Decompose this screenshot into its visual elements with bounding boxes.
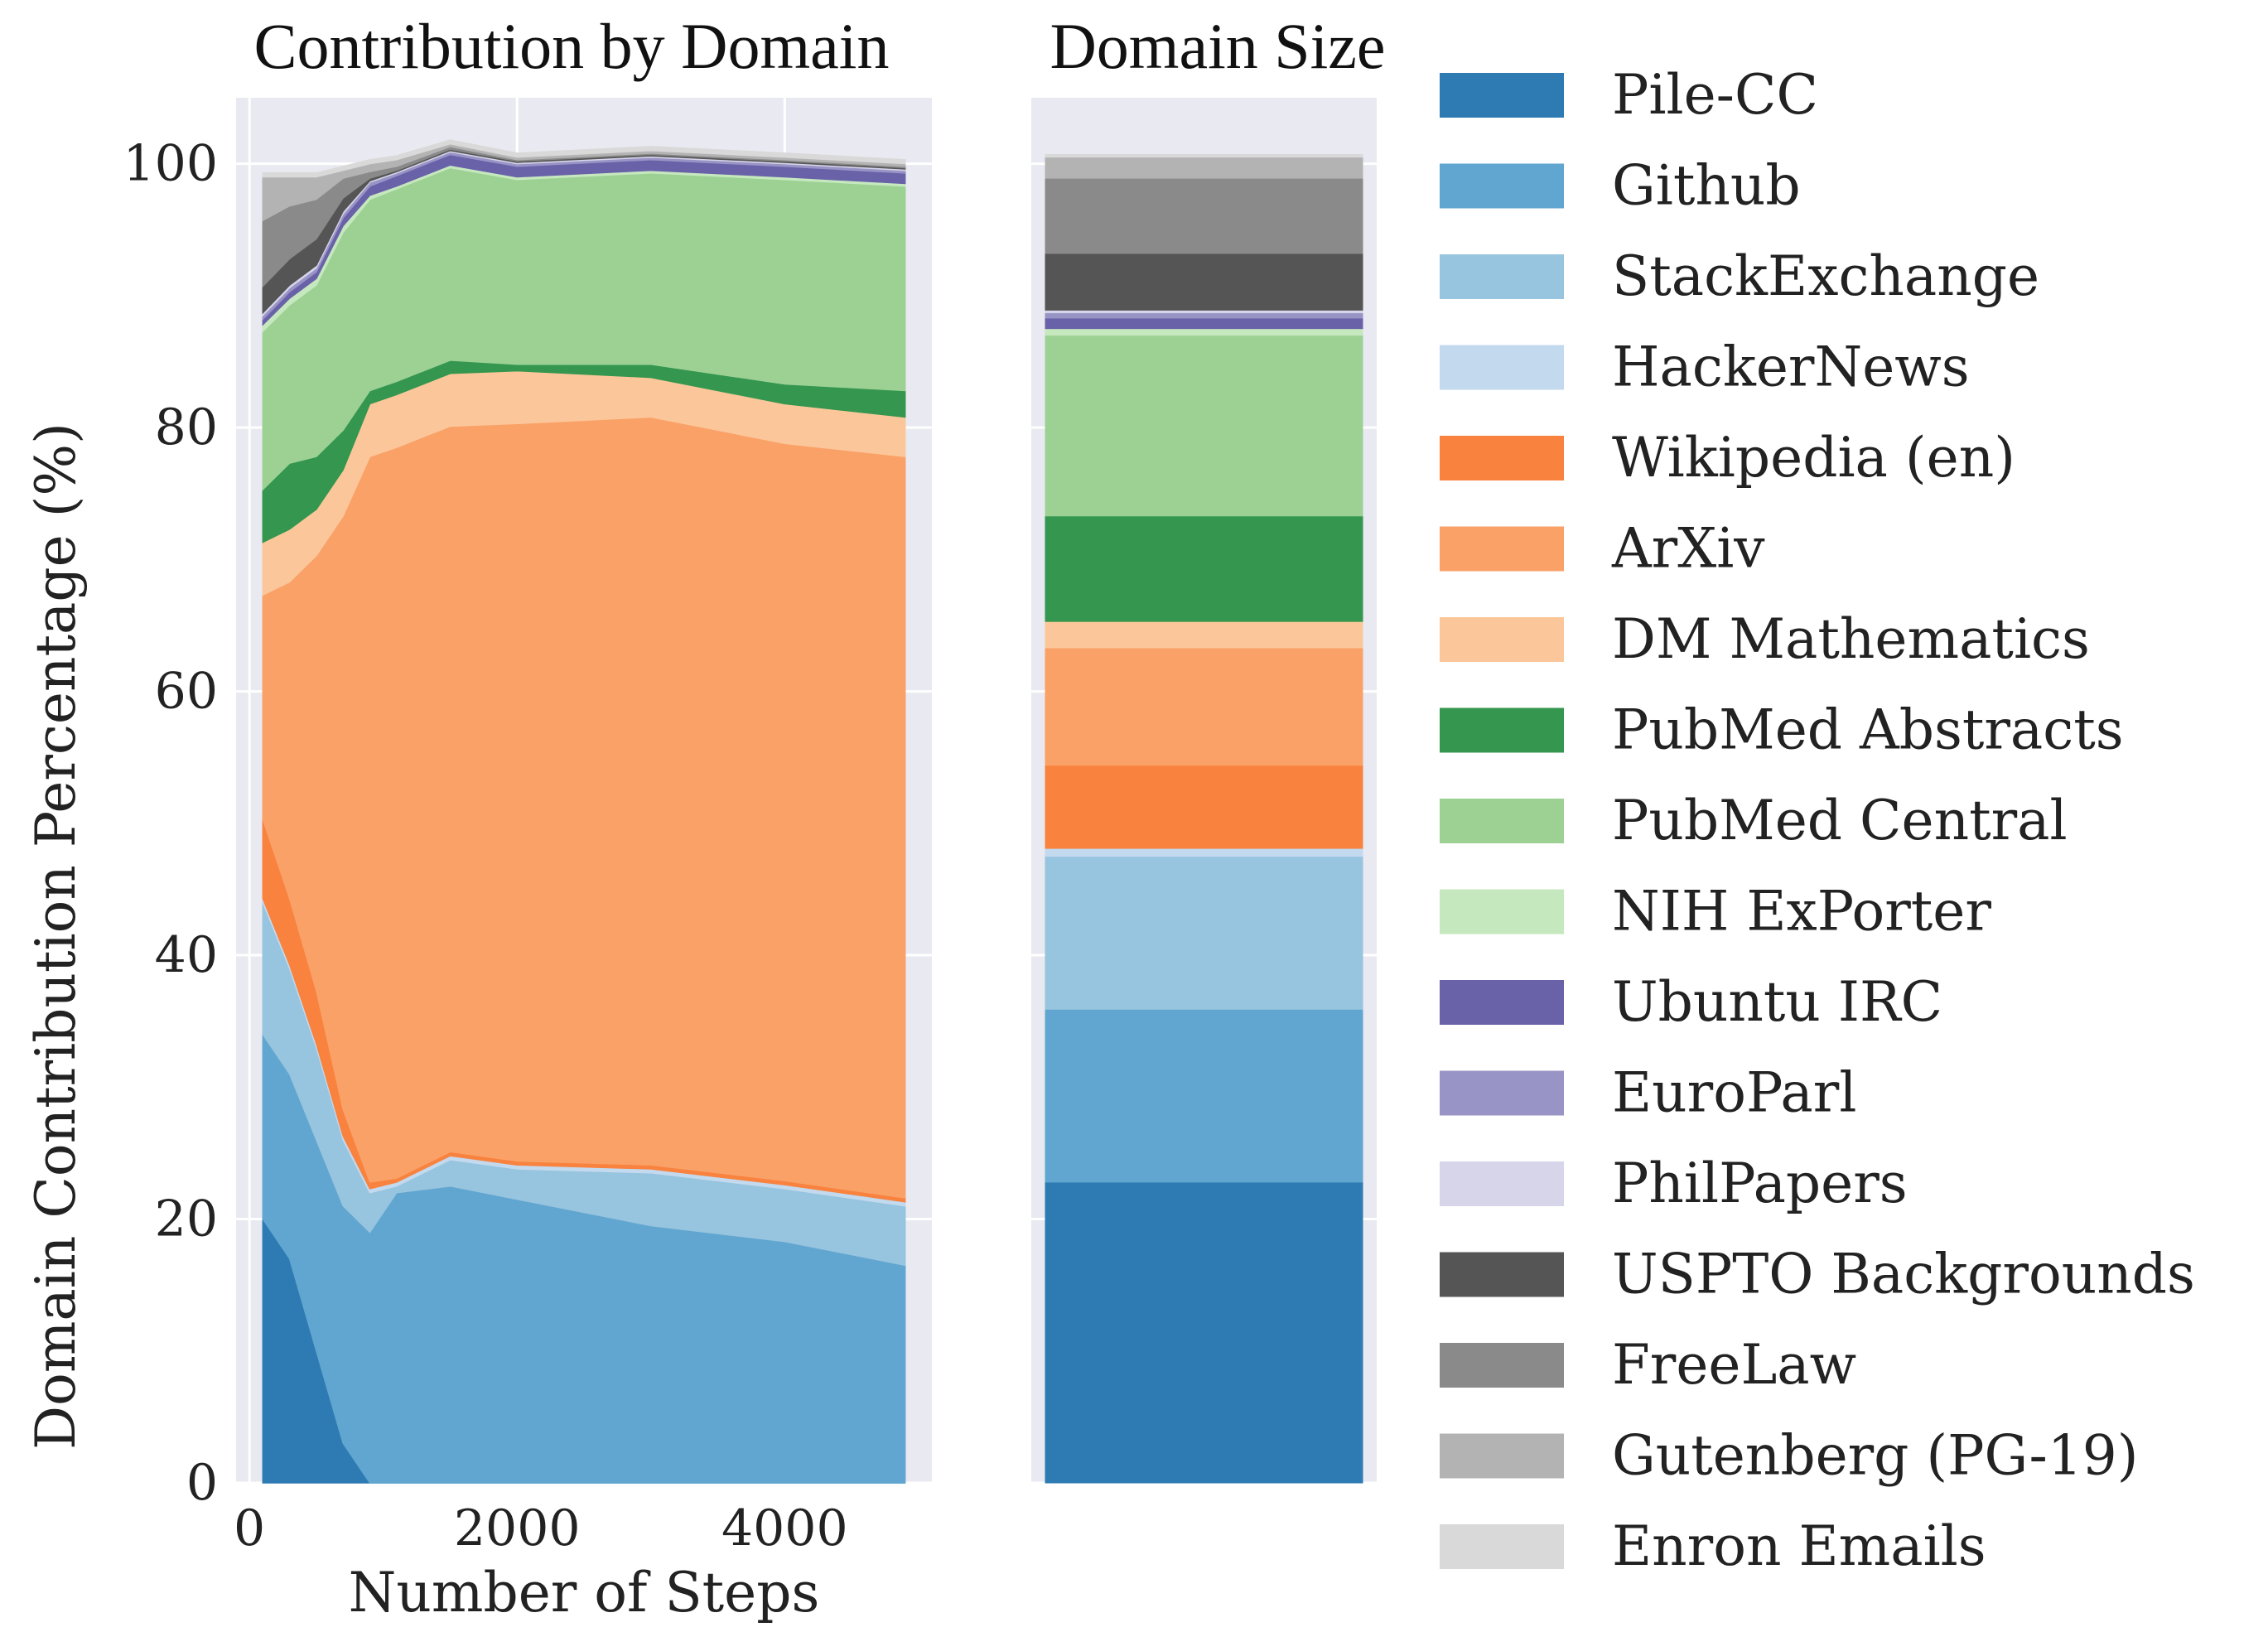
bar-segment-arxiv [1045, 647, 1363, 766]
bar-segment-dm-mathematics [1045, 620, 1363, 649]
legend-swatch-pile-cc [1440, 73, 1564, 118]
bar-segment-pubmed-abstracts [1045, 515, 1363, 622]
bar-segment-gutenberg-pg-19 [1045, 157, 1363, 179]
y-tick-label-60: 60 [155, 663, 218, 721]
bar-segment-freelaw [1045, 177, 1363, 254]
bar-segment-hackernews [1045, 847, 1363, 857]
bar-segment-pile-cc [1045, 1181, 1363, 1484]
legend-swatch-gutenberg-pg-19 [1440, 1433, 1564, 1479]
x-axis-label: Number of Steps [349, 1561, 820, 1625]
legend-label-github: Github [1612, 154, 1801, 218]
bar-segment-pubmed-central [1045, 335, 1363, 517]
y-tick-label-80: 80 [155, 398, 218, 456]
legend-swatch-arxiv [1440, 526, 1564, 572]
bar-chart-title: Domain Size [1050, 10, 1385, 82]
legend-label-nih-exporter: NIH ExPorter [1612, 880, 1991, 944]
y-tick-label-0: 0 [186, 1454, 218, 1512]
bar-segment-nih-exporter [1045, 328, 1363, 336]
legend-swatch-nih-exporter [1440, 889, 1564, 934]
legend-swatch-stackexchange [1440, 254, 1564, 299]
legend-label-arxiv: ArXiv [1611, 517, 1765, 581]
legend-label-pubmed-abstracts: PubMed Abstracts [1612, 698, 2124, 762]
x-tick-label-4000: 4000 [721, 1499, 848, 1557]
legend-swatch-ubuntu-irc [1440, 980, 1564, 1025]
x-tick-label-2000: 2000 [454, 1499, 581, 1557]
legend-swatch-philpapers [1440, 1161, 1564, 1206]
y-tick-label-100: 100 [123, 135, 218, 193]
y-tick-label-20: 20 [155, 1190, 218, 1248]
bar-segments-group [1045, 153, 1363, 1484]
y-tick-label-40: 40 [155, 926, 218, 984]
legend-label-ubuntu-irc: Ubuntu IRC [1612, 970, 1942, 1034]
bar-segment-ubuntu-irc [1045, 317, 1363, 330]
bar-segment-github [1045, 1008, 1363, 1183]
y-axis-label: Domain Contribution Percentage (%) [24, 422, 88, 1450]
legend-swatch-enron-emails [1440, 1524, 1564, 1569]
bar-segment-enron-emails [1045, 153, 1363, 158]
legend-label-stackexchange: StackExchange [1612, 244, 2039, 308]
legend: Pile-CC Github StackExchange HackerNews Wiki… [1440, 63, 2195, 1578]
legend-label-dm-mathematics: DM Mathematics [1612, 607, 2090, 671]
legend-swatch-pubmed-abstracts [1440, 707, 1564, 753]
legend-swatch-europarl [1440, 1070, 1564, 1116]
bar-segment-wikipedia-en [1045, 765, 1363, 849]
legend-label-pile-cc: Pile-CC [1612, 63, 1818, 127]
legend-label-freelaw: FreeLaw [1612, 1333, 1856, 1397]
area-series-group [262, 139, 906, 1484]
legend-swatch-uspto-backgrounds [1440, 1252, 1564, 1297]
legend-label-hackernews: HackerNews [1612, 336, 1970, 399]
bar-segment-stackexchange [1045, 856, 1363, 1010]
area-arxiv [262, 416, 906, 1199]
legend-label-philpapers: PhilPapers [1612, 1152, 1908, 1215]
legend-label-uspto-backgrounds: USPTO Backgrounds [1612, 1243, 2195, 1306]
legend-label-europarl: EuroParl [1612, 1061, 1856, 1125]
legend-swatch-wikipedia-en [1440, 436, 1564, 480]
legend-label-enron-emails: Enron Emails [1612, 1514, 1986, 1578]
legend-swatch-freelaw [1440, 1343, 1564, 1388]
legend-label-wikipedia-en: Wikipedia (en) [1612, 426, 2015, 490]
legend-swatch-pubmed-central [1440, 799, 1564, 843]
legend-swatch-hackernews [1440, 345, 1564, 390]
legend-swatch-github [1440, 163, 1564, 209]
bar-segment-europarl [1045, 312, 1363, 319]
area-enron-emails [262, 139, 906, 178]
area-plot-ticks: 0 20 40 60 80 100 0 2000 4000 [123, 135, 847, 1557]
bar-segment-uspto-backgrounds [1045, 253, 1363, 311]
x-tick-label-0: 0 [234, 1499, 265, 1557]
legend-swatch-dm-mathematics [1440, 617, 1564, 662]
legend-label-pubmed-central: PubMed Central [1612, 789, 2068, 852]
legend-label-gutenberg-pg-19: Gutenberg (PG-19) [1612, 1424, 2139, 1488]
area-chart-title: Contribution by Domain [254, 10, 890, 82]
